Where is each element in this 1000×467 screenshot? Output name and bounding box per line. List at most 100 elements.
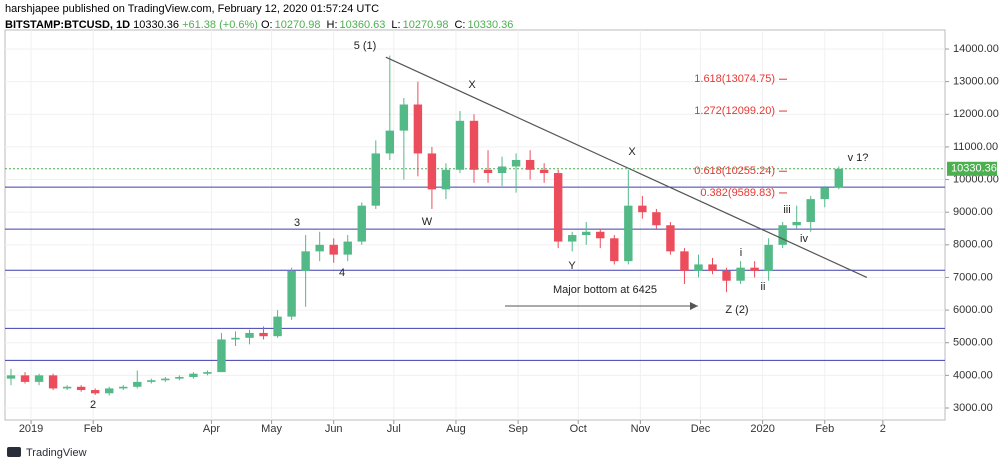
candle-body — [217, 339, 226, 373]
candle-body — [231, 337, 240, 340]
y-tick-label: 10000.00 — [953, 173, 999, 185]
candle-body — [161, 378, 170, 381]
candle-body — [301, 251, 310, 271]
candle-body — [497, 166, 507, 174]
candle-body — [315, 244, 324, 252]
x-tick-label: Apr — [203, 423, 220, 435]
y-tick-label: 9000.00 — [953, 206, 993, 218]
wave-label: i — [740, 247, 742, 259]
candle-body — [764, 244, 773, 271]
candle-body — [259, 332, 268, 337]
wave-label: 2 — [90, 399, 96, 411]
symbol-line: BITSTAMP:BTCUSD, 1D 10330.36 +61.38 (+0.… — [5, 19, 519, 31]
candle-body — [133, 381, 142, 387]
candle-body — [624, 205, 633, 262]
x-tick-label: Feb — [815, 423, 834, 435]
candle-body — [722, 270, 731, 281]
fib-label: 0.618(10255.24) — [694, 165, 775, 177]
wave-label: ii — [761, 281, 766, 293]
candle-body — [736, 267, 745, 281]
brand-logo — [7, 447, 21, 457]
x-tick-label: 2 — [880, 423, 886, 435]
trendline — [385, 56, 868, 279]
candle-body — [343, 241, 352, 255]
candle-body — [806, 199, 815, 222]
candle-body — [539, 169, 549, 174]
candle-body — [553, 173, 563, 242]
candle-body — [525, 159, 535, 170]
x-tick-label: Feb — [84, 423, 103, 435]
candle-body — [20, 375, 30, 382]
candle-body — [189, 373, 198, 377]
candle-body — [147, 380, 156, 382]
candle-body — [413, 104, 423, 154]
ohlc-label: O: — [261, 19, 273, 31]
candle-body — [399, 104, 409, 131]
change: +61.38 (+0.6%) — [182, 19, 258, 31]
symbol: BITSTAMP:BTCUSD, 1D — [5, 19, 131, 31]
y-tick-label: 12000.00 — [953, 108, 999, 120]
candle-body — [610, 238, 619, 262]
candle-body — [511, 159, 521, 167]
candle-body — [750, 267, 759, 271]
ohlc: O: 10270.98 H: 10360.63 L: 10270.98 C: 10330.36 — [261, 19, 519, 31]
y-tick-label: 13000.00 — [953, 76, 999, 88]
candle-body — [329, 244, 338, 255]
y-tick-label: 8000.00 — [953, 239, 993, 251]
candle-body — [582, 231, 591, 236]
y-tick-label: 5000.00 — [953, 337, 993, 349]
x-tick-label: Oct — [570, 423, 587, 435]
wave-label: X — [628, 146, 636, 158]
candle-body — [245, 332, 254, 338]
candle-body — [441, 169, 451, 190]
candle-body — [48, 375, 58, 389]
ohlc-value: 10360.63 — [339, 19, 386, 31]
x-tick-label: Jul — [387, 423, 401, 435]
last-price-box — [947, 161, 997, 176]
candle-body — [469, 120, 479, 170]
wave-label: iv — [800, 233, 808, 245]
fib-label: 0.382(9589.83) — [700, 187, 775, 199]
candle-body — [567, 235, 577, 242]
y-tick-label: 7000.00 — [953, 271, 993, 283]
wave-label: 4 — [339, 267, 345, 279]
ohlc-value: 10330.36 — [467, 19, 514, 31]
x-tick-label: Sep — [508, 423, 528, 435]
y-tick-label: 6000.00 — [953, 304, 993, 316]
x-tick-label: May — [261, 423, 282, 435]
candle-body — [778, 225, 787, 245]
candle-body — [90, 390, 100, 394]
candle-body — [6, 375, 16, 379]
wave-label: 3 — [294, 217, 300, 229]
arrow-head — [690, 302, 698, 310]
last: 10330.36 — [133, 19, 180, 31]
wave-label: W — [422, 216, 433, 228]
x-tick-label: 2019 — [19, 423, 43, 435]
ohlc-label: C: — [454, 19, 466, 31]
wave-label: v 1? — [848, 152, 869, 164]
candle-body — [455, 120, 465, 170]
candle-body — [385, 130, 395, 154]
candle-body — [273, 316, 282, 337]
ohlc-value: 10270.98 — [402, 19, 449, 31]
candle-body — [34, 375, 44, 382]
wave-label: Y — [568, 260, 576, 272]
candle-body — [652, 212, 661, 226]
wave-label: Z (2) — [725, 304, 748, 316]
wave-label: Major bottom at 6425 — [553, 284, 657, 296]
candle-body — [666, 225, 675, 252]
ohlc-label: H: — [326, 19, 338, 31]
candle-body — [119, 386, 128, 389]
candle-body — [596, 231, 605, 239]
brand: TradingView — [26, 447, 87, 459]
candle-body — [680, 251, 689, 271]
x-tick-label: Jun — [325, 423, 343, 435]
candle-body — [483, 169, 493, 174]
candle-body — [694, 264, 703, 271]
candle-body — [175, 376, 184, 379]
y-tick-label: 4000.00 — [953, 369, 993, 381]
fib-label: 1.272(12099.20) — [694, 105, 775, 117]
candle-body — [638, 205, 647, 213]
